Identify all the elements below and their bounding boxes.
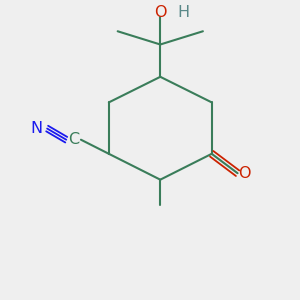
Text: N: N: [30, 121, 42, 136]
Text: O: O: [238, 166, 250, 181]
Text: O: O: [154, 5, 167, 20]
Text: H: H: [178, 5, 190, 20]
Text: C: C: [68, 132, 79, 147]
